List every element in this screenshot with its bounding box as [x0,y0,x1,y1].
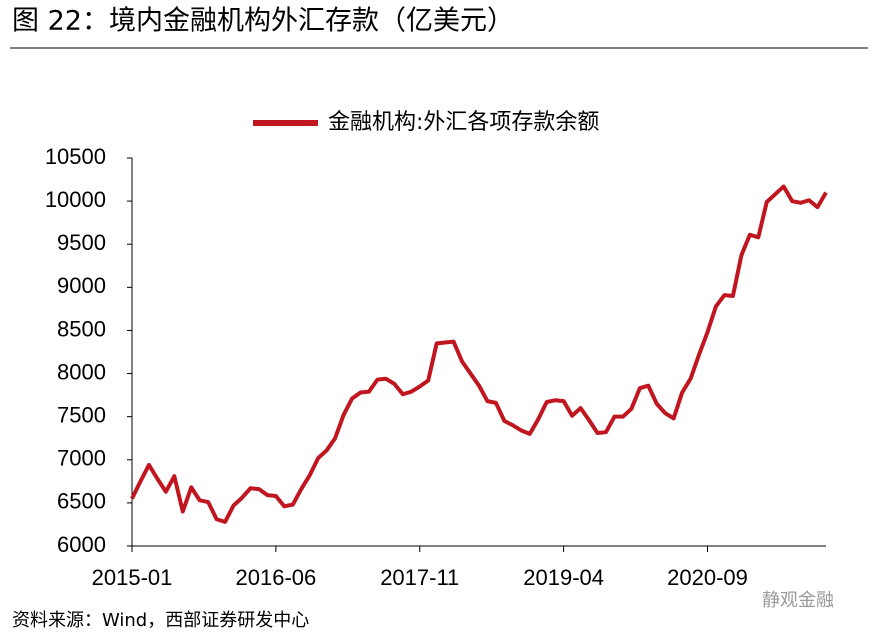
source-note: 资料来源：Wind，西部证券研发中心 [12,610,309,631]
y-tick-label: 7000 [57,446,106,471]
data-line [130,184,828,524]
y-tick-label: 8000 [57,359,106,384]
legend-label: 金融机构:外汇各项存款余额 [328,110,599,135]
y-tick-label: 10000 [45,187,106,212]
x-tick-label: 2015-01 [92,565,173,590]
chart-title: 图 22：境内金融机构外汇存款（亿美元） [12,6,514,37]
y-tick-label: 8500 [57,316,106,341]
y-tick-label: 9000 [57,273,106,298]
watermark: 静观金融 [762,590,834,611]
x-tick-label: 2019-04 [523,565,604,590]
y-tick-label: 6000 [57,532,106,557]
y-tick-label: 10500 [45,144,106,169]
x-tick-label: 2017-11 [380,565,459,590]
x-tick-label: 2020-09 [667,565,748,590]
x-tick-label: 2016-06 [236,565,317,590]
y-tick-label: 9500 [57,230,106,255]
y-tick-label: 7500 [57,402,106,427]
y-tick-label: 6500 [57,489,106,514]
